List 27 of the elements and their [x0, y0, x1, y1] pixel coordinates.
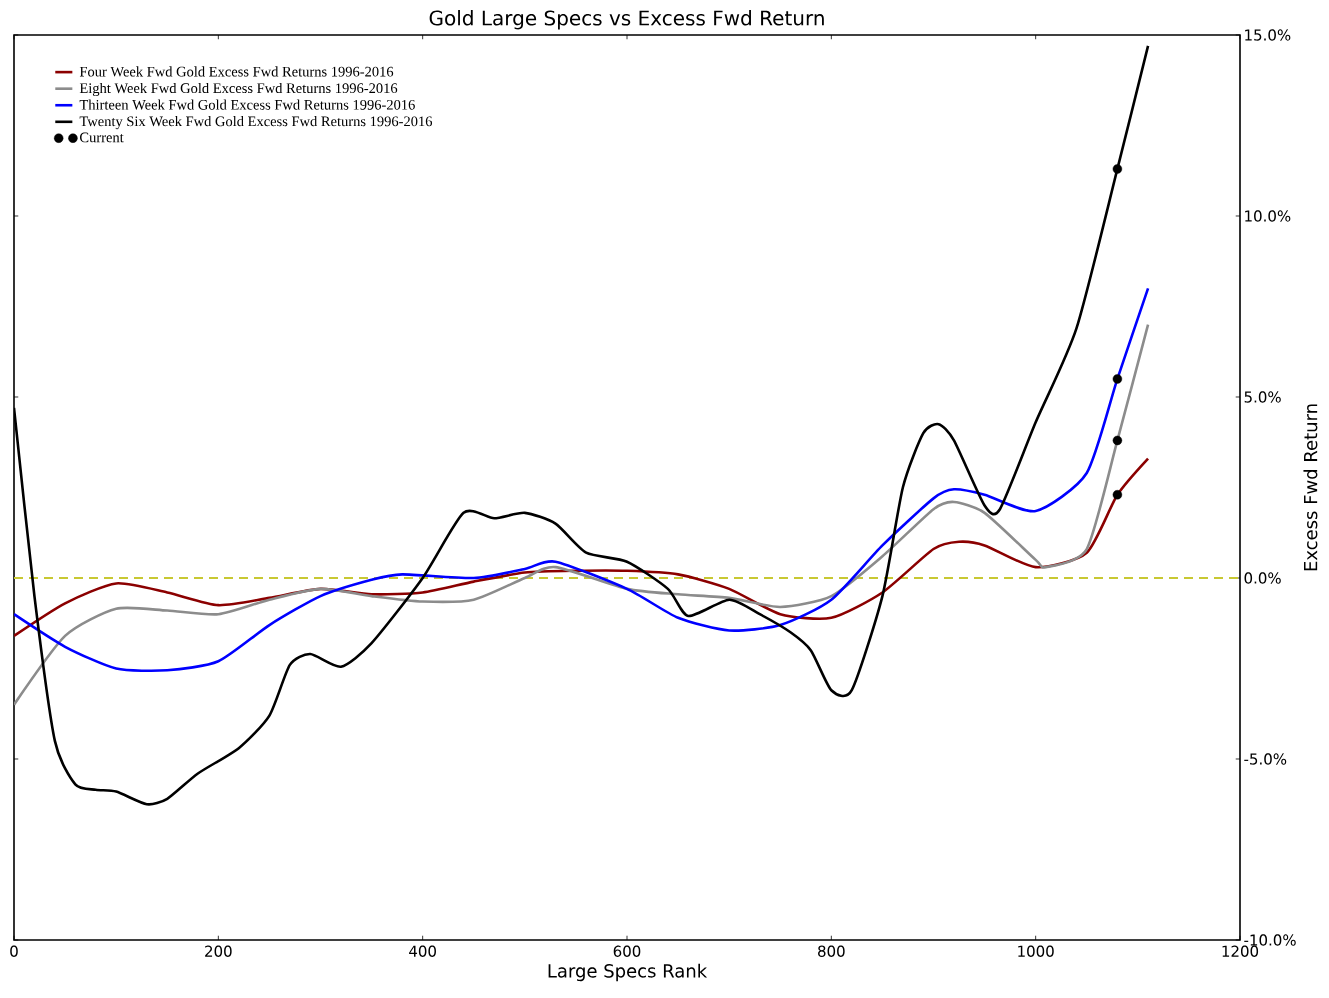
legend-label: Four Week Fwd Gold Excess Fwd Returns 1996-2016	[79, 66, 394, 77]
y-tick-label: -5.0%	[1244, 753, 1287, 765]
x-tick-label: 600	[613, 945, 641, 957]
x-axis-title: Large Specs Rank	[548, 963, 708, 982]
legend-label: Twenty Six Week Fwd Gold Excess Fwd Returns 1996-2016	[79, 116, 433, 130]
chart-title: Gold Large Specs vs Excess Fwd Return	[429, 10, 824, 30]
point	[1112, 374, 1123, 384]
point	[1112, 435, 1123, 446]
point	[1112, 164, 1123, 174]
line-series	[14, 323, 1150, 706]
legend-label: Eight Week Fwd Gold Excess Fwd Returns 1996-2016	[79, 82, 398, 97]
point	[1112, 490, 1123, 500]
x-tick-label: 1200	[1222, 945, 1259, 957]
legend-label: Thirteen Week Fwd Gold Excess Fwd Returns 1996-2016	[79, 99, 415, 110]
y-tick-label: 10.0%	[1245, 210, 1291, 222]
y-tick-label: -10.0%	[1244, 934, 1296, 946]
y-tick-label: 5.0%	[1244, 391, 1281, 403]
x-tick-label: 400	[409, 945, 436, 957]
x-tick-label: 200	[205, 945, 232, 957]
y-axis-title: Excess Fwd Return	[1303, 404, 1318, 571]
x-tick-label: 800	[818, 945, 845, 957]
x-tick-label: 0	[10, 945, 18, 957]
x-tick-label: 1000	[1018, 945, 1054, 957]
line-series	[14, 287, 1150, 673]
y-tick-label: 0.0%	[1244, 572, 1281, 584]
legend-label: Current	[80, 132, 124, 143]
y-tick-label: 15.0%	[1245, 29, 1291, 41]
